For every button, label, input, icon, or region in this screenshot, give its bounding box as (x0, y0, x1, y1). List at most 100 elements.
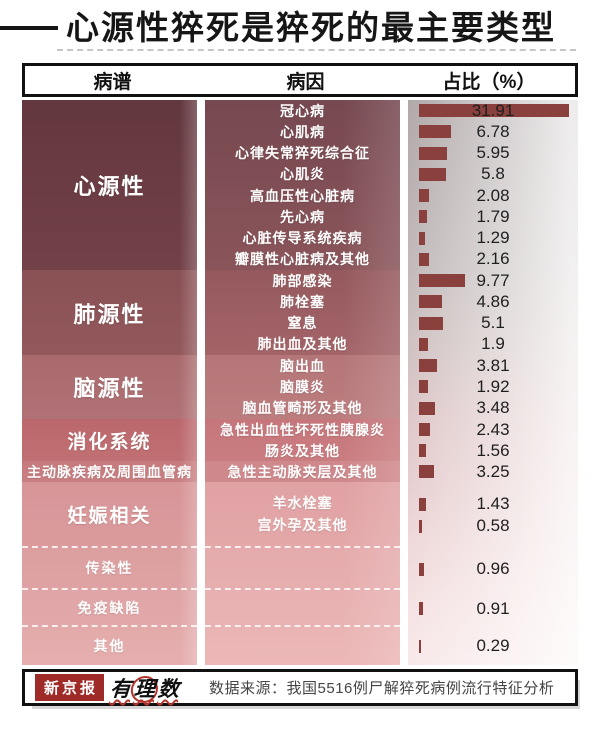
causes-cell (205, 627, 400, 665)
bar-row: 3.81 (408, 355, 578, 376)
percent-bar (419, 316, 443, 330)
category-label: 心源性 (73, 174, 146, 199)
value-label: 0.96 (476, 559, 510, 578)
category-cell: 传染性 (22, 548, 197, 590)
value-label: 4.86 (476, 291, 510, 311)
value-label: 1.79 (476, 206, 510, 226)
bar-row: 1.79 (408, 206, 578, 227)
bars-cell: 1.43 0.58 (408, 482, 578, 548)
cause-row: 心肌炎 (205, 164, 400, 185)
percent-bar (419, 562, 424, 576)
cause-label: 脑出血 (280, 357, 325, 374)
value-label: 9.77 (476, 270, 510, 290)
title-block: 心源性猝死是猝死的最主要类型 (0, 0, 600, 46)
percent-column-bg (408, 100, 578, 665)
category-cell: 肺源性 (22, 270, 197, 355)
value-label: 0.58 (476, 516, 510, 535)
cause-column-bg (205, 100, 400, 665)
cause-row: 肺出血及其他 (205, 334, 400, 355)
percent-bar (419, 423, 431, 436)
cause-row: 脑膜炎 (205, 376, 400, 397)
bar-row: 5.95 (408, 143, 578, 164)
category-label: 脑源性 (73, 376, 146, 401)
cause-row: 冠心病 (205, 100, 400, 121)
bar-row: 4.86 (408, 291, 578, 312)
percent-bar (419, 497, 426, 511)
table-section: 传染性 0.96 (22, 548, 578, 590)
bjnews-logo: 新京报 (35, 674, 105, 701)
category-label: 免疫缺陷 (77, 599, 142, 616)
table-section: 消化系统 急性出血性坏死性胰腺炎 肠炎及其他 2.43 1.56 (22, 419, 578, 461)
category-cell: 主动脉疾病及周围血管病 (22, 461, 197, 482)
bars-cell: 9.77 4.86 5.1 1.9 (408, 270, 578, 355)
value-label: 2.08 (476, 185, 510, 205)
category-cell: 心源性 (22, 100, 197, 270)
category-cell: 脑源性 (22, 355, 197, 419)
bars-cell: 2.43 1.56 (408, 419, 578, 461)
cause-row (205, 635, 400, 657)
cause-label: 心脏传导系统疾病 (242, 230, 363, 247)
bar-row: 31.91 (408, 100, 578, 121)
cause-row: 肺栓塞 (205, 291, 400, 312)
cause-row: 心律失常猝死综合征 (205, 143, 400, 164)
title-separator (57, 49, 576, 51)
cause-row: 宫外孕及其他 (205, 514, 400, 536)
table-section: 其他 0.29 (22, 627, 578, 665)
value-label: 3.81 (476, 355, 510, 375)
value-label: 6.78 (476, 121, 510, 141)
cause-label: 急性主动脉夹层及其他 (227, 463, 378, 480)
spectrum-column-bg (22, 100, 197, 665)
bar-row: 9.77 (408, 270, 578, 291)
causes-cell (205, 590, 400, 627)
table-section: 心源性 冠心病 心肌病 心律失常猝死综合征 心肌炎 高血压性心脏病 先心病 心脏传导系统疾病瓣… (22, 100, 578, 270)
cause-row: 瓣膜性心脏病及其他 (205, 249, 400, 270)
youlishu-logo-char: 数 (157, 677, 180, 701)
bars-cell: 0.96 (408, 548, 578, 590)
causes-cell: 冠心病 心肌病 心律失常猝死综合征 心肌炎 高血压性心脏病 先心病 心脏传导系统疾病 瓣膜性心… (205, 100, 400, 270)
bar-row: 5.8 (408, 164, 578, 185)
cause-label: 肠炎及其他 (265, 442, 340, 459)
percent-bar (419, 519, 422, 533)
cause-row: 脑出血 (205, 355, 400, 376)
causes-cell: 肺部感染肺栓塞 窒息肺出血及其他 (205, 270, 400, 355)
cause-label: 肺出血及其他 (257, 336, 348, 353)
category-cell: 其他 (22, 627, 197, 665)
table-section: 主动脉疾病及周围血管病 急性主动脉夹层及其他 3.25 (22, 461, 578, 482)
cause-label: 肺部感染 (272, 272, 333, 289)
value-label: 2.43 (476, 419, 510, 439)
value-label: 0.91 (476, 598, 510, 618)
value-label: 0.29 (476, 636, 510, 655)
cause-label: 急性出血性坏死性胰腺炎 (220, 421, 385, 438)
column-header-percent: 占比（%） (442, 71, 536, 93)
title-rule (0, 26, 58, 30)
percent-bar (419, 380, 429, 394)
category-cell: 免疫缺陷 (22, 590, 197, 627)
bars-cell: 0.29 (408, 627, 578, 665)
percent-bar (419, 337, 428, 351)
category-label: 传染性 (85, 560, 134, 576)
cause-row: 先心病 (205, 206, 400, 227)
cause-label: 羊水栓塞 (272, 495, 333, 511)
percent-bar (419, 295, 442, 309)
value-label: 2.16 (476, 249, 510, 269)
data-source: 数据来源：我国5516例尸解猝死病例流行特征分析 (209, 680, 555, 697)
percent-bar (419, 639, 421, 653)
bar-row: 1.43 (408, 493, 578, 515)
page-title: 心源性猝死是猝死的最主要类型 (66, 9, 556, 46)
category-label: 妊娠相关 (67, 505, 152, 527)
table-body: 心源性 冠心病 心肌病 心律失常猝死综合征 心肌炎 高血压性心脏病 先心病 心脏传导系统疾病瓣… (22, 100, 578, 665)
value-label: 5.8 (481, 164, 505, 184)
cause-label: 脑血管畸形及其他 (242, 400, 363, 417)
cause-label: 脑膜炎 (280, 378, 325, 395)
percent-bar (419, 274, 465, 288)
cause-label: 心律失常猝死综合征 (235, 145, 370, 162)
cause-row: 肺部感染 (205, 270, 400, 291)
cause-row: 窒息 (205, 313, 400, 334)
causes-cell: 急性出血性坏死性胰腺炎 肠炎及其他 (205, 419, 400, 461)
bar-row: 2.43 (408, 419, 578, 440)
causes-cell (205, 548, 400, 590)
percent-bar (419, 602, 424, 615)
cause-row: 高血压性心脏病 (205, 185, 400, 206)
causes-cell: 脑出血脑膜炎脑血管畸形及其他 (205, 355, 400, 419)
